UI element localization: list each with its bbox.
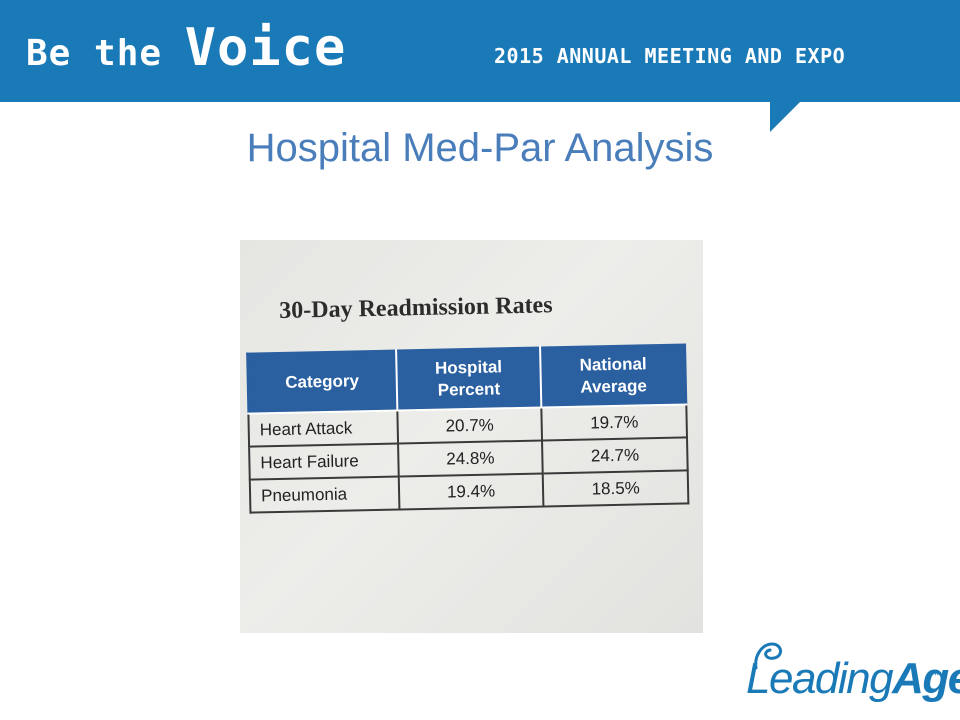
column-header-hospital-percent: Hospital Percent [395, 347, 542, 411]
logo-text-age: Age [892, 654, 960, 703]
readmission-table: Category Hospital Percent National Avera… [246, 343, 689, 513]
table-header-row: Category Hospital Percent National Avera… [247, 344, 687, 414]
leadingage-logo: LeadingAge ™ [746, 640, 960, 708]
row-category: Pneumonia [249, 476, 400, 513]
brand-title: Be the Voice [26, 18, 346, 78]
row-hospital-percent: 24.8% [397, 440, 544, 477]
column-header-national-average: National Average [540, 344, 687, 408]
header-banner: Be the Voice 2015 ANNUAL MEETING AND EXP… [0, 0, 960, 102]
table-heading: 30-Day Readmission Rates [278, 292, 553, 324]
row-national-average: 19.7% [541, 404, 687, 441]
logo-trademark: ™ [933, 670, 942, 680]
slide-title: Hospital Med-Par Analysis [246, 126, 714, 170]
brand-title-prefix: Be the [26, 33, 185, 74]
logo-swirl-icon [754, 642, 782, 670]
event-title: 2015 ANNUAL MEETING AND EXPO [494, 44, 846, 68]
row-hospital-percent: 20.7% [397, 407, 543, 444]
row-category: Heart Attack [248, 410, 398, 447]
logo-text-leading: Leading [746, 654, 894, 703]
table-photo: 30-Day Readmission Rates Category Hospit… [240, 240, 703, 633]
logo-wordmark: LeadingAge [746, 654, 960, 704]
row-national-average: 18.5% [543, 470, 689, 507]
banner-tail [770, 100, 802, 132]
column-header-category: Category [247, 350, 398, 414]
row-hospital-percent: 19.4% [398, 473, 544, 510]
brand-title-voice: Voice [184, 18, 347, 78]
row-category: Heart Failure [249, 443, 399, 480]
row-national-average: 24.7% [542, 437, 688, 474]
